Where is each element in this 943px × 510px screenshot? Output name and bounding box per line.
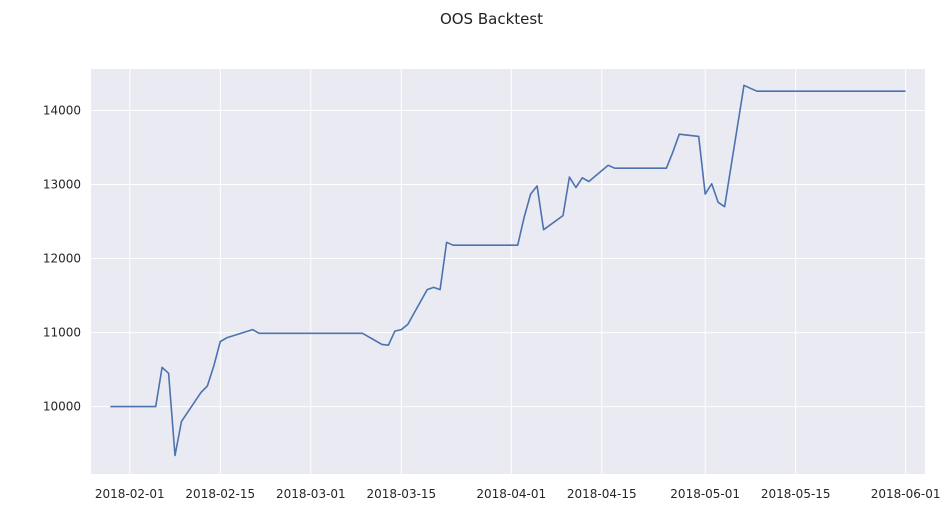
- y-tick-label: 11000: [43, 326, 81, 340]
- x-tick-labels: 2018-02-01 2018-02-15 2018-03-01 2018-03-15…: [95, 487, 941, 501]
- x-tick-label: 2018-04-01: [476, 487, 546, 501]
- x-tick-label: 2018-06-01: [871, 487, 941, 501]
- x-tick-label: 2018-05-01: [670, 487, 740, 501]
- y-tick-label: 12000: [43, 252, 81, 266]
- y-tick-label: 10000: [43, 400, 81, 414]
- x-tick-label: 2018-04-15: [567, 487, 637, 501]
- gridlines: [91, 69, 925, 474]
- x-tick-label: 2018-05-15: [761, 487, 831, 501]
- x-tick-label: 2018-02-01: [95, 487, 165, 501]
- y-tick-label: 14000: [43, 103, 81, 117]
- x-tick-label: 2018-03-15: [366, 487, 436, 501]
- y-tick-labels: 10000 11000 12000 13000 14000: [43, 103, 81, 413]
- series-line: [110, 84, 906, 457]
- plot-background: [91, 69, 925, 474]
- chart-title: OOS Backtest: [439, 10, 544, 28]
- x-tick-label: 2018-02-15: [185, 487, 255, 501]
- x-tick-label: 2018-03-01: [276, 487, 346, 501]
- y-tick-label: 13000: [43, 178, 81, 192]
